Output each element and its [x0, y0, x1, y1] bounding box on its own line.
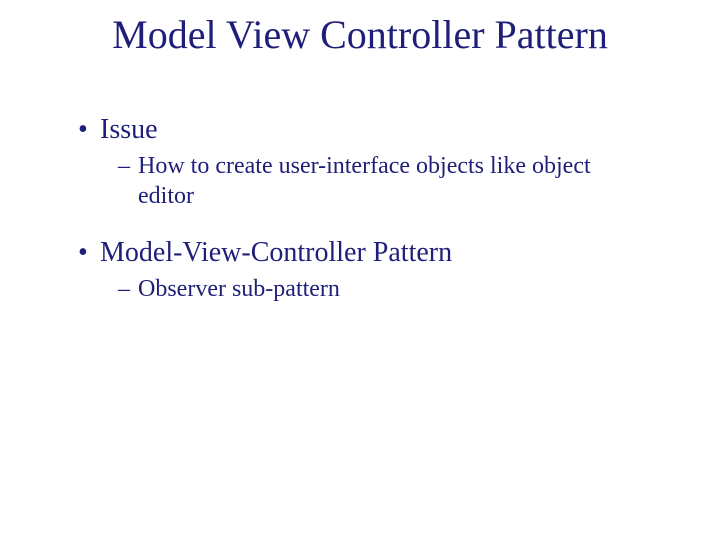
slide-title: Model View Controller Pattern: [0, 12, 720, 58]
list-item: • Model-View-Controller Pattern: [78, 235, 660, 270]
dash-icon: –: [118, 151, 138, 181]
list-item: • Issue: [78, 112, 660, 147]
slide-body: • Issue – How to create user-interface o…: [78, 106, 660, 308]
list-subitem-text: How to create user-interface objects lik…: [138, 151, 618, 211]
list-subitem: – Observer sub-pattern: [118, 274, 660, 304]
slide: Model View Controller Pattern • Issue – …: [0, 0, 720, 540]
list-subitem: – How to create user-interface objects l…: [118, 151, 660, 211]
bullet-icon: •: [78, 235, 100, 270]
list-item-text: Model-View-Controller Pattern: [100, 235, 452, 270]
spacer: [78, 215, 660, 229]
list-item-text: Issue: [100, 112, 158, 147]
dash-icon: –: [118, 274, 138, 304]
bullet-icon: •: [78, 112, 100, 147]
list-subitem-text: Observer sub-pattern: [138, 274, 340, 304]
